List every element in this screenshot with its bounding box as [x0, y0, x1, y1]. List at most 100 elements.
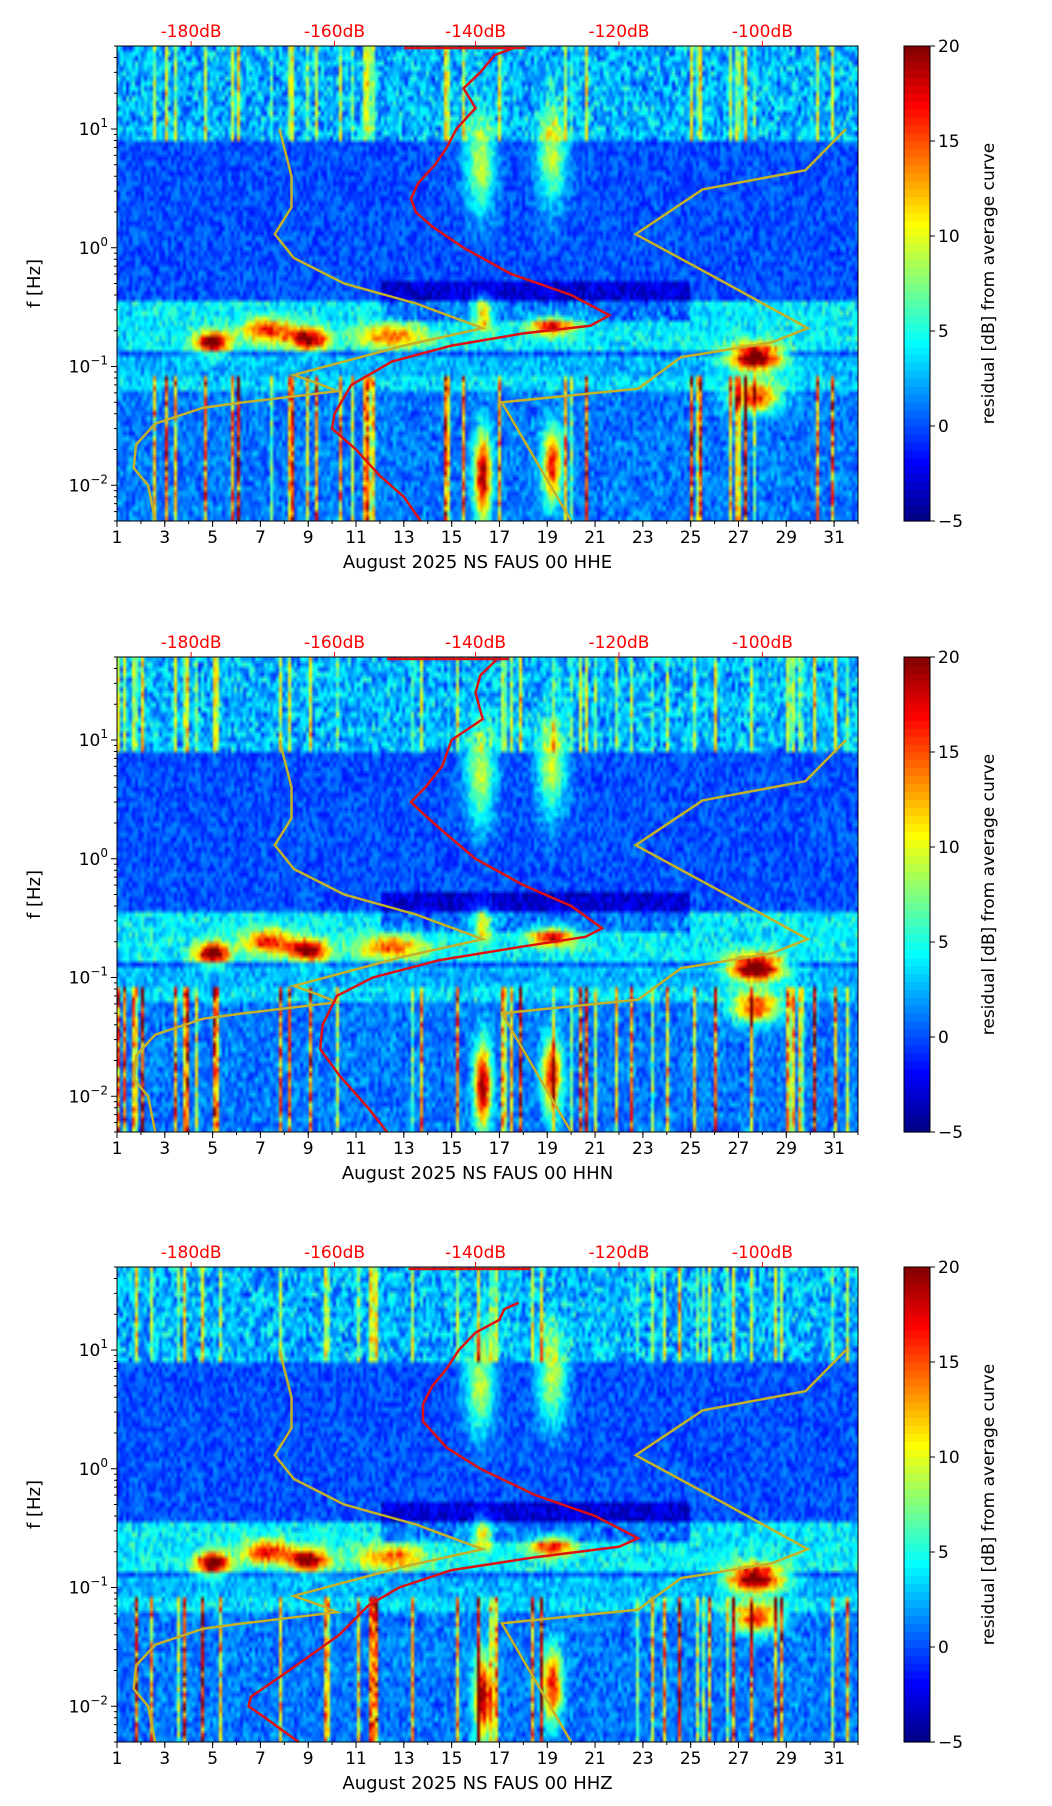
db-tick-label: -100dB — [732, 1243, 793, 1263]
colorbar-segment — [904, 1290, 930, 1300]
colorbar-tick-label: 0 — [938, 1638, 949, 1658]
y-tick-label: 101 — [79, 727, 108, 751]
x-tick-label: 29 — [775, 1139, 797, 1159]
x-tick-label: 23 — [632, 1139, 654, 1159]
x-tick-label: 15 — [441, 528, 463, 548]
colorbar-tick-label: 0 — [938, 417, 949, 437]
colorbar-segment — [904, 767, 930, 777]
colorbar-segment — [904, 489, 930, 498]
colorbar-segment — [904, 807, 930, 816]
colorbar-segment — [904, 172, 930, 182]
x-tick-label: 1 — [112, 1749, 123, 1769]
colorbar-segment — [904, 997, 930, 1006]
db-tick-label: -180dB — [161, 1243, 222, 1263]
x-tick-label: 9 — [303, 1139, 314, 1159]
x-tick-label: 17 — [489, 1749, 511, 1769]
db-tick-label: -120dB — [588, 633, 649, 653]
colorbar-segment — [904, 315, 930, 324]
colorbar-segment — [904, 180, 930, 190]
x-tick-label: 7 — [255, 1139, 266, 1159]
colorbar-segment — [904, 346, 930, 356]
x-tick-label: 29 — [775, 528, 797, 548]
x-tick-label: 25 — [680, 1139, 702, 1159]
colorbar-segment — [904, 93, 930, 103]
colorbar-segment — [904, 688, 930, 698]
colorbar-segment — [904, 331, 930, 340]
x-tick-label: 5 — [207, 1139, 218, 1159]
y-tick-exponent: −1 — [90, 965, 108, 979]
colorbar-segment — [904, 847, 930, 856]
colorbar-segment — [904, 1496, 930, 1506]
colorbar-segment — [904, 69, 930, 79]
colorbar-segment — [904, 259, 930, 269]
colorbar-segment — [904, 1084, 930, 1094]
db-tick-label: -160dB — [304, 1243, 365, 1263]
y-tick-base: 10 — [69, 358, 91, 378]
colorbar-segment — [904, 1076, 930, 1086]
colorbar-segment — [904, 1330, 930, 1339]
colorbar-segment — [904, 831, 930, 840]
colorbar-segment — [904, 283, 930, 293]
colorbar-segment — [904, 1654, 930, 1664]
colorbar-segment — [904, 720, 930, 729]
colorbar-segment — [904, 1100, 930, 1109]
colorbar-segment — [904, 378, 930, 388]
colorbar-segment — [904, 46, 930, 55]
colorbar-segment — [904, 918, 930, 927]
colorbar-title: residual [dB] from average curve — [979, 1364, 999, 1645]
colorbar-segment — [904, 394, 930, 403]
colorbar-segment — [904, 664, 930, 674]
colorbar-segment — [904, 251, 930, 261]
x-tick-label: 29 — [775, 1749, 797, 1769]
colorbar-segment — [904, 1639, 930, 1648]
colorbar-segment — [904, 1631, 930, 1640]
colorbar-segment — [904, 212, 930, 221]
colorbar-segment — [904, 1322, 930, 1331]
colorbar-segment — [904, 680, 930, 690]
colorbar-segment — [904, 228, 930, 237]
colorbar-segment — [904, 1377, 930, 1387]
colorbar-segment — [904, 934, 930, 943]
colorbar-frame — [903, 1266, 931, 1743]
x-tick-label: 23 — [632, 1749, 654, 1769]
noise-model-high-line — [132, 739, 488, 1133]
y-tick-exponent: −2 — [90, 1693, 108, 1707]
colorbar-segment — [904, 1417, 930, 1426]
colorbar-segment — [904, 354, 930, 364]
colorbar-segment — [904, 1274, 930, 1284]
colorbar-segment — [904, 728, 930, 737]
colorbar-segment — [904, 886, 930, 896]
colorbar-segment — [904, 823, 930, 832]
colorbar-segment — [904, 1599, 930, 1609]
y-axis-title: f [Hz] — [24, 870, 45, 919]
colorbar-segment — [904, 1425, 930, 1434]
colorbar-segment — [904, 989, 930, 999]
y-axis-title: f [Hz] — [24, 259, 45, 308]
colorbar-segment — [904, 1591, 930, 1601]
colorbar-tick-label: 20 — [938, 1258, 960, 1278]
colorbar-segment — [904, 1314, 930, 1324]
colorbar-segment — [904, 1401, 930, 1411]
colorbar-segment — [904, 1124, 930, 1133]
colorbar-segment — [904, 1060, 930, 1070]
colorbar-segment — [904, 1068, 930, 1078]
colorbar-segment — [904, 815, 930, 824]
colorbar-segment — [904, 1037, 930, 1046]
colorbar-segment — [904, 1298, 930, 1308]
colorbar-segment — [904, 752, 930, 761]
x-tick-label: 5 — [207, 1749, 218, 1769]
colorbar-title: residual [dB] from average curve — [979, 754, 999, 1035]
db-tick-label: -140dB — [445, 1243, 506, 1263]
colorbar-segment — [904, 1528, 930, 1537]
x-tick-label: 31 — [823, 1749, 845, 1769]
colorbar-segment — [904, 712, 930, 721]
x-tick-label: 19 — [536, 1139, 558, 1159]
noise-model-low-line — [499, 739, 847, 1133]
colorbar-segment — [904, 1464, 930, 1474]
colorbar-segment — [904, 465, 930, 475]
colorbar-segment — [904, 1108, 930, 1117]
colorbar-segment — [904, 61, 930, 71]
colorbar-segment — [904, 1116, 930, 1125]
